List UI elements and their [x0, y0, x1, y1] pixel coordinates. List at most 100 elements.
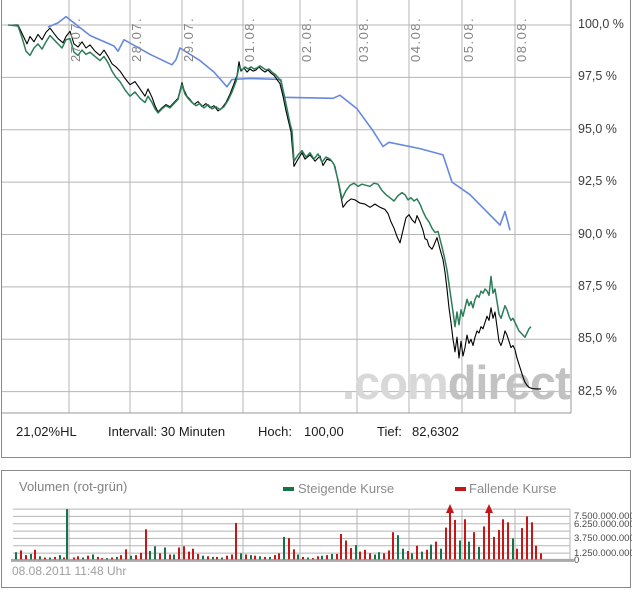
timestamp: 08.08.2011 11:48 Uhr: [12, 564, 127, 578]
volume-bar: [421, 551, 423, 560]
volume-bar: [388, 550, 390, 560]
volume-bar: [378, 552, 380, 560]
volume-bar: [307, 557, 309, 560]
volume-bar: [512, 538, 514, 560]
volume-bar: [445, 527, 447, 560]
volume-bar: [383, 553, 385, 560]
volume-bar: [336, 553, 338, 560]
volume-bar: [173, 554, 175, 560]
volume-bar: [392, 532, 394, 560]
date-label: 28.07.: [129, 16, 144, 62]
date-label: 08.08.: [514, 16, 529, 62]
percent-tick-label: 100,0 %: [578, 17, 624, 31]
volume-bar: [369, 553, 371, 560]
legend-rising-marker-icon: [283, 487, 294, 491]
volume-bar: [502, 519, 504, 560]
volume-bar: [269, 556, 271, 560]
legend-falling-label: Fallende Kurse: [469, 481, 557, 496]
volume-bar: [221, 557, 223, 560]
volume-bar: [507, 522, 509, 560]
volume-bar: [169, 554, 171, 560]
percent-tick-label: 87,5 %: [578, 278, 617, 293]
volume-tick-label: 7.500.000.000: [574, 511, 632, 523]
volume-bar: [240, 553, 242, 560]
volume-bar: [293, 549, 295, 560]
volume-bar: [178, 547, 180, 560]
volume-bar: [116, 556, 118, 560]
volume-bar: [430, 544, 432, 560]
volume-bar: [535, 545, 537, 560]
price-chart-canvas: .comdirect: [2, 0, 572, 414]
volume-bar: [25, 555, 27, 560]
volume-bar: [149, 551, 151, 560]
volume-bar: [312, 558, 314, 560]
volume-bar: [207, 556, 209, 560]
date-label: 01.08.: [242, 16, 257, 62]
volume-bar: [183, 546, 185, 560]
comdirect-watermark-text: .comdirect: [342, 356, 571, 409]
volume-bar: [135, 555, 137, 560]
volume-tick-label: 3.750.000.000: [574, 533, 632, 545]
volume-bar: [364, 549, 366, 560]
date-label: 05.08.: [461, 16, 476, 62]
stat-range: 21,02%HL: [16, 424, 77, 439]
volume-bar: [49, 557, 51, 560]
legend-rising-label: Steigende Kurse: [298, 481, 395, 496]
volume-bar: [66, 509, 68, 560]
volume-title: Volumen (rot-grün): [19, 479, 128, 494]
volume-bar: [478, 546, 480, 560]
volume-bar: [359, 551, 361, 560]
volume-bar: [264, 556, 266, 560]
volume-bar: [39, 556, 41, 560]
volume-bar: [82, 557, 84, 560]
volume-bar: [440, 548, 442, 560]
volume-tick-label: 0: [574, 555, 580, 567]
volume-bar: [516, 548, 518, 560]
volume-bar: [130, 555, 132, 560]
stat-interval: Intervall: 30 Minuten: [108, 424, 226, 439]
volume-bar: [63, 557, 65, 560]
volume-bar: [97, 556, 99, 560]
volume-bar: [59, 555, 61, 560]
volume-bar: [283, 536, 285, 560]
volume-tick-label: 1.250.000.000: [574, 548, 632, 560]
series-price-green: [7, 24, 532, 338]
volume-bar: [317, 556, 319, 560]
volume-bar: [212, 556, 214, 560]
volume-bar: [449, 507, 451, 560]
volume-bar: [483, 526, 485, 560]
volume-bar: [235, 522, 237, 560]
volume-bar: [331, 553, 333, 560]
volume-bar: [216, 556, 218, 560]
volume-bar: [188, 551, 190, 560]
chart-stats-row: 21,02%HL Intervall: 30 Minuten Hoch: 100…: [2, 424, 630, 448]
volume-bar: [374, 554, 376, 560]
volume-bar: [154, 546, 156, 560]
volume-bar: [106, 558, 108, 560]
volume-bar: [245, 554, 247, 560]
date-label: 03.08.: [356, 16, 371, 62]
volume-bar: [454, 519, 456, 560]
volume-bar: [274, 555, 276, 560]
volume-bar: [125, 549, 127, 560]
price-chart-panel: .comdirect .comdirect 27.07.28.07.29.07.…: [1, 0, 631, 458]
date-label: 02.08.: [299, 16, 314, 62]
volume-bar: [92, 554, 94, 560]
volume-bar: [278, 553, 280, 560]
percent-tick-label: 97,5 %: [578, 69, 617, 84]
volume-bar: [526, 516, 528, 560]
volume-bar: [473, 532, 475, 560]
volume-bar: [297, 554, 299, 560]
series-price-black: [8, 24, 541, 390]
volume-bar: [44, 557, 46, 560]
volume-bar: [416, 545, 418, 560]
percent-tick-label: 95,0 %: [578, 121, 617, 136]
volume-bar: [540, 553, 542, 560]
volume-bar: [402, 548, 404, 560]
volume-bar: [340, 534, 342, 560]
legend-falling-marker-icon: [455, 487, 466, 491]
series-benchmark-blue: [47, 15, 511, 231]
volume-bar: [202, 555, 204, 560]
date-label: 04.08.: [408, 16, 423, 62]
